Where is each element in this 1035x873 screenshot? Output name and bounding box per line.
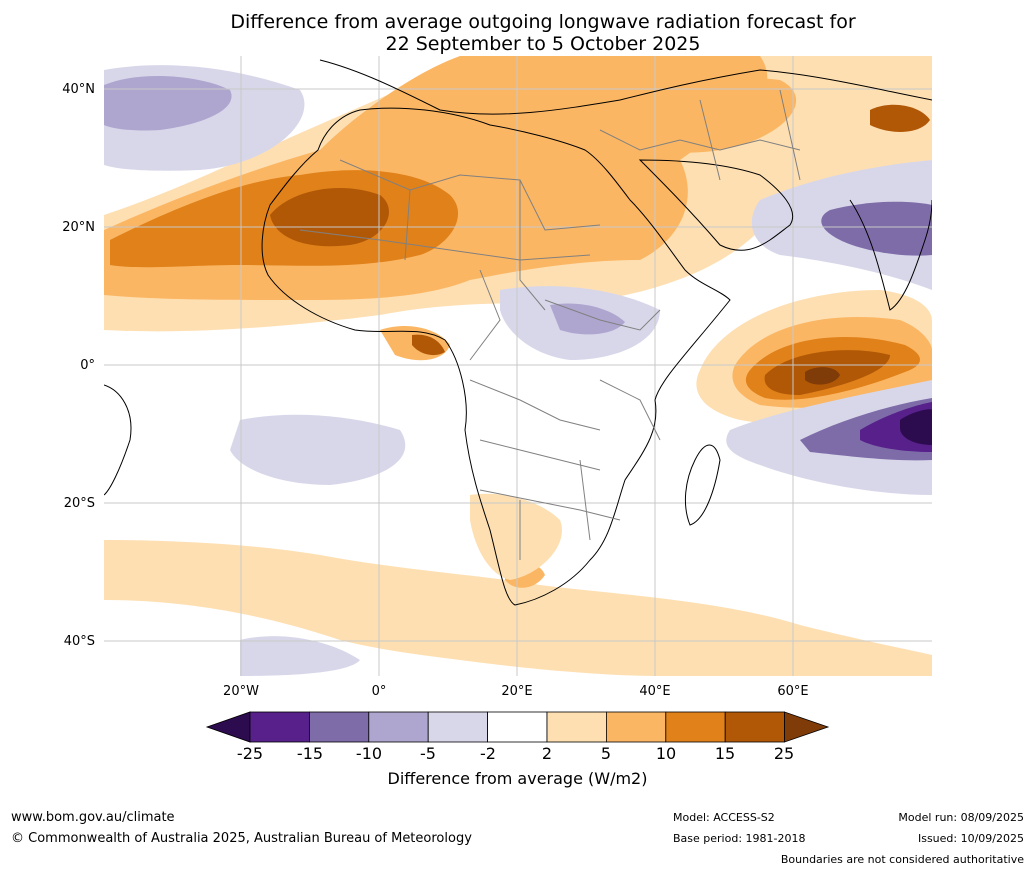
coast-arabia [638, 159, 794, 251]
graticule [104, 56, 932, 676]
anomaly-gulf-guinea-core [412, 334, 445, 356]
anomaly-central-africa-2 [550, 303, 625, 335]
lon-label: 60°E [777, 684, 809, 699]
anomaly-southern-africa [470, 493, 562, 580]
colorbar-tick: 25 [773, 744, 795, 763]
colorbar-extend-high [784, 711, 830, 743]
colorbar-swatch [546, 711, 607, 743]
coast-madagascar [685, 444, 721, 526]
boundary-disclaimer: Boundaries are not considered authoritat… [780, 853, 1024, 866]
lon-label: 20°E [501, 684, 533, 699]
colorbar-swatch [368, 711, 429, 743]
map-area [104, 56, 932, 676]
lon-label: 20°W [223, 684, 259, 699]
coast-south-america [104, 384, 132, 496]
colorbar-swatch [724, 711, 786, 743]
coast-india [849, 199, 932, 311]
colorbar-swatch [665, 711, 726, 743]
colorbar-swatch [308, 711, 370, 743]
website-link[interactable]: www.bom.gov.au/climate [11, 810, 175, 825]
colorbar-swatch [487, 711, 548, 743]
lat-label: 40°N [62, 82, 95, 97]
copyright-text: © Commonwealth of Australia 2025, Austra… [11, 831, 472, 846]
anomaly-iran [870, 104, 930, 132]
colorbar-extend-low [205, 711, 251, 743]
country-boundaries [299, 89, 801, 560]
colorbar-swatch [606, 711, 667, 743]
anomaly-core-sahara [270, 187, 389, 247]
colorbar-tick: -2 [480, 744, 496, 763]
colorbar-swatch [427, 711, 489, 743]
colorbar-tick: 2 [541, 744, 553, 763]
lat-label: 0° [80, 358, 95, 373]
anomaly-south-atlantic [230, 414, 406, 485]
issued-date: Issued: 10/09/2025 [917, 832, 1024, 845]
anomaly-indian-ocean-neg-core [900, 409, 932, 445]
colorbar-label: Difference from average (W/m2) [387, 769, 648, 788]
lat-label: 20°N [62, 220, 95, 235]
colorbar-tick: 15 [714, 744, 736, 763]
base-period: Base period: 1981-2018 [673, 832, 806, 845]
colorbar-tick: -10 [355, 744, 383, 763]
map-title-line2: 22 September to 5 October 2025 [385, 33, 701, 55]
colorbar-tick: -5 [420, 744, 436, 763]
lat-label: 20°S [63, 496, 95, 511]
lat-label: 40°S [63, 634, 95, 649]
anomaly-south-neg [240, 636, 360, 676]
colorbar-swatch [249, 711, 310, 743]
coast-africa [261, 107, 731, 606]
map-title-line1: Difference from average outgoing longwav… [230, 11, 856, 33]
model-run-date: Model run: 08/09/2025 [898, 811, 1024, 824]
colorbar-tick: -15 [296, 744, 324, 763]
anomaly-atlantic-north-neg-2 [104, 75, 232, 131]
colorbar-tick: -25 [236, 744, 264, 763]
colorbar-tick: 5 [600, 744, 612, 763]
coast-europe [319, 59, 932, 115]
anomaly-indian-ocean-peak [805, 367, 840, 385]
model-name: Model: ACCESS-S2 [673, 811, 775, 824]
lon-label: 40°E [639, 684, 671, 699]
anomaly-arabian-sea-2 [821, 201, 932, 256]
anomaly-middle-east [560, 75, 797, 153]
coastlines [104, 59, 932, 606]
colorbar-tick: 10 [655, 744, 677, 763]
lon-label: 0° [371, 684, 387, 699]
colorbar [205, 711, 830, 743]
